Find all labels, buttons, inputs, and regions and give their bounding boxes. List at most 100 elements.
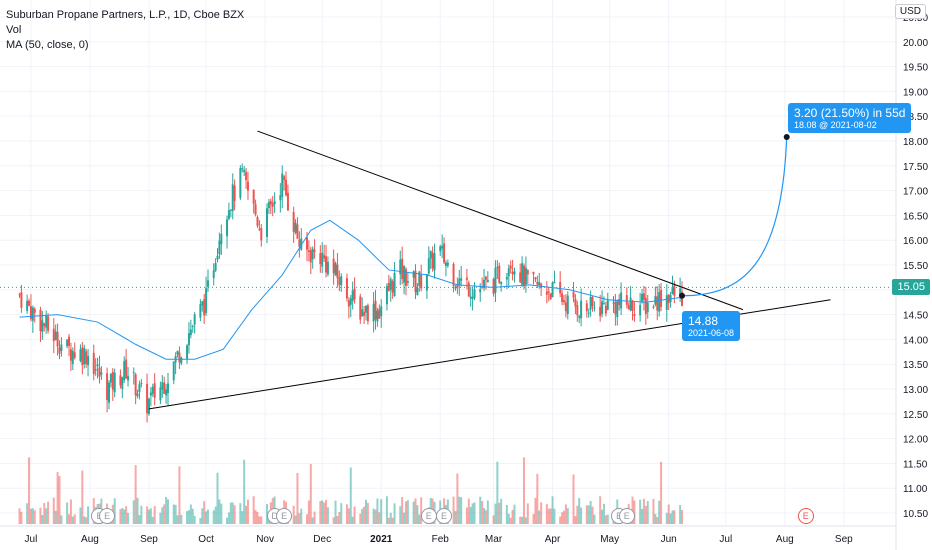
candle-body: [549, 293, 552, 300]
volume-bar: [479, 496, 482, 524]
candle-body: [266, 208, 269, 237]
candle-body: [292, 211, 295, 232]
volume-bar: [642, 498, 645, 524]
volume-bar: [658, 500, 661, 524]
candle-body: [366, 305, 369, 322]
earnings-marker[interactable]: E: [420, 508, 437, 524]
volume-bar: [193, 515, 196, 524]
candle-body: [612, 302, 615, 304]
candle-body: [203, 299, 206, 316]
candle-body: [56, 332, 59, 347]
volume-bar: [363, 506, 366, 524]
candle-body: [199, 304, 202, 318]
candle-body: [269, 200, 272, 205]
volume-bar: [380, 499, 383, 524]
candle-body: [33, 308, 36, 313]
candle-body: [606, 299, 609, 311]
candle-body: [300, 238, 303, 250]
price-tick-label: 19.50: [903, 63, 928, 74]
candle-body: [94, 369, 97, 371]
candle-body: [439, 246, 442, 252]
volume-bar: [243, 459, 246, 524]
volume-bar: [167, 499, 170, 524]
candle-body: [644, 298, 647, 315]
candle-body: [321, 252, 324, 267]
base-price: 14.88: [688, 314, 719, 328]
earnings-marker[interactable]: E: [618, 508, 635, 524]
candle-body: [633, 314, 636, 316]
volume-bar: [483, 507, 486, 524]
volume-bar: [305, 514, 308, 524]
volume-bar: [123, 509, 126, 524]
currency-label[interactable]: USD: [894, 4, 926, 19]
candle-body: [271, 203, 274, 207]
volume-bar: [321, 500, 324, 524]
earnings-marker[interactable]: E: [436, 508, 453, 524]
volume-bar: [214, 506, 217, 524]
candle-body: [642, 293, 645, 300]
earnings-marker[interactable]: E: [276, 508, 293, 524]
volume-bar: [673, 510, 676, 524]
candle-body: [54, 331, 57, 341]
volume-bar: [226, 517, 229, 524]
symbol-title[interactable]: Suburban Propane Partners, L.P., 1D, Cbo…: [6, 9, 245, 21]
ma-legend[interactable]: MA (50, close, 0): [6, 39, 89, 51]
volume-bar: [471, 503, 474, 524]
volume-bar: [452, 496, 455, 524]
volume-bar: [313, 511, 316, 524]
volume-bar: [416, 505, 419, 524]
volume-bar: [187, 510, 190, 524]
volume-bar: [536, 473, 539, 524]
candle-body: [652, 306, 655, 308]
candle-body: [465, 277, 468, 280]
candle-body: [679, 288, 682, 296]
price-tick-label: 16.50: [903, 211, 928, 222]
time-tick-label: Apr: [545, 534, 561, 545]
volume-bar: [41, 515, 44, 524]
candle-body: [283, 176, 286, 181]
candle-body: [540, 283, 543, 288]
earnings-marker[interactable]: E: [99, 508, 116, 524]
candle-body: [483, 279, 486, 289]
time-tick-label: Sep: [140, 534, 158, 545]
volume-bar: [206, 509, 209, 524]
price-tick-label: 17.50: [903, 162, 928, 173]
volume-bar: [524, 517, 527, 524]
candle-body: [146, 383, 149, 414]
volume-bar: [311, 517, 314, 524]
candle-body: [601, 301, 604, 315]
candle-body: [671, 287, 674, 295]
volume-legend[interactable]: Vol: [6, 24, 22, 36]
volume-bar: [245, 505, 248, 524]
candle-body: [389, 279, 392, 290]
candle-body: [29, 306, 32, 320]
candle-body: [73, 352, 76, 358]
candle-body: [28, 300, 31, 306]
volume-bar: [391, 517, 394, 524]
candle-body: [252, 189, 255, 204]
volume-bar: [456, 473, 459, 524]
volume-bar: [585, 505, 588, 524]
volume-bar: [176, 515, 179, 524]
volume-bar: [576, 505, 579, 524]
candle-body: [431, 252, 434, 269]
volume-bar: [564, 504, 567, 524]
volume-bar: [547, 508, 550, 524]
candle-body: [420, 274, 423, 289]
volume-bar: [345, 504, 348, 524]
volume-bar: [134, 465, 137, 524]
candle-body: [349, 298, 352, 305]
candle-body: [374, 300, 377, 320]
earnings-marker[interactable]: E: [797, 508, 814, 524]
volume-bar: [47, 501, 50, 524]
base-date: 2021-06-08: [688, 328, 735, 338]
candle-body: [96, 364, 99, 367]
candle-body: [294, 222, 297, 233]
time-axis: Jul Aug Sep Oct Nov Dec 2021 Feb Mar Apr May Jun Jul…: [25, 534, 854, 545]
candle-body: [519, 272, 522, 283]
candle-body: [446, 262, 449, 266]
volume-bar: [178, 466, 181, 524]
volume-bar: [393, 503, 396, 524]
candle-body: [31, 307, 34, 321]
